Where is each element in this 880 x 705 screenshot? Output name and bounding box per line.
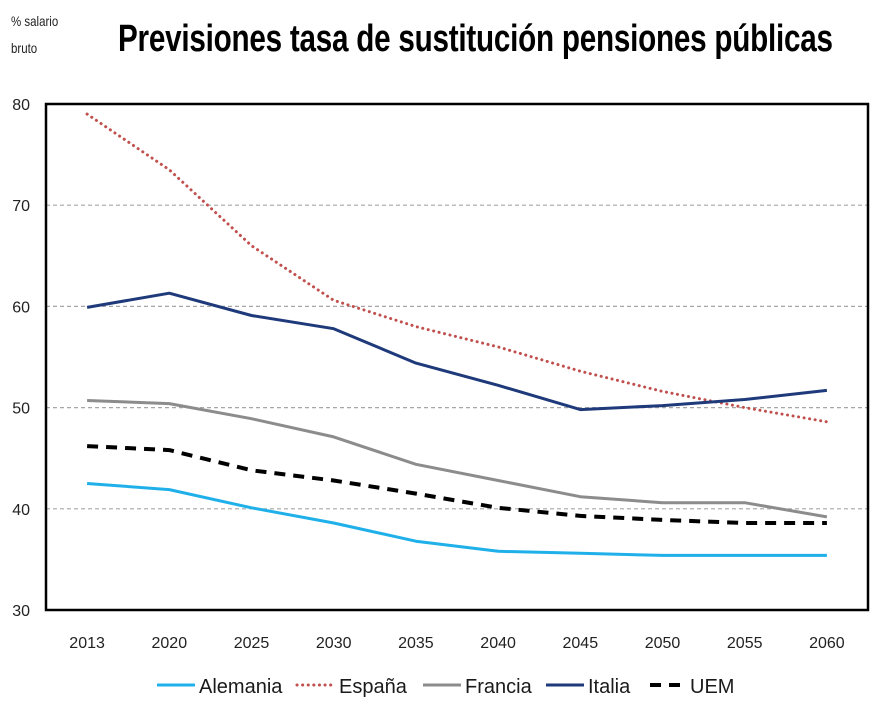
series-line-italia: [86, 291, 828, 412]
gridlines: [46, 204, 868, 510]
x-tick-label: 2060: [809, 635, 845, 652]
series-lines: [85, 112, 829, 557]
x-tick-label: 2055: [727, 635, 763, 652]
legend-label: Alemania: [199, 676, 283, 698]
y-tick-label: 60: [12, 299, 30, 316]
series-line-alemania: [86, 482, 827, 557]
y-axis-ticks: 30 40 50 60 70 80: [12, 97, 30, 620]
legend-label: Francia: [465, 676, 533, 698]
legend-label: UEM: [690, 676, 734, 698]
x-tick-label: 2040: [480, 635, 516, 652]
legend-item-espana: España: [295, 676, 408, 698]
x-tick-label: 2045: [563, 635, 599, 652]
plot-area-frame: [44, 102, 870, 612]
x-tick-label: 2050: [645, 635, 681, 652]
legend-item-uem: UEM: [650, 676, 734, 698]
y-tick-label: 70: [12, 198, 30, 215]
y-tick-label: 50: [12, 401, 30, 418]
legend-item-alemania: Alemania: [157, 676, 283, 698]
x-tick-label: 2035: [398, 635, 434, 652]
y-tick-label: 80: [12, 97, 30, 114]
series-line-uem: [87, 444, 827, 525]
legend-item-italia: Italia: [546, 676, 631, 698]
y-tick-label: 30: [12, 603, 30, 620]
y-axis-unit-line-1: % salario: [11, 13, 59, 29]
legend: Alemania España Francia Italia UEM: [157, 676, 734, 698]
x-axis-ticks: 2013 2020 2025 2030 2035 2040 2045 2050 2055 2060: [69, 635, 844, 652]
legend-label: España: [339, 676, 408, 698]
x-tick-label: 2025: [234, 635, 270, 652]
y-tick-label: 40: [12, 502, 30, 519]
series-line-espana: [85, 112, 829, 424]
chart-title: Previsiones tasa de sustitución pensione…: [118, 18, 833, 60]
x-tick-label: 2020: [152, 635, 188, 652]
x-tick-label: 2013: [69, 635, 105, 652]
legend-item-francia: Francia: [423, 676, 533, 698]
series-line-francia: [87, 399, 828, 519]
x-tick-label: 2030: [316, 635, 352, 652]
y-axis-unit-label: % salario bruto: [11, 8, 58, 62]
y-axis-unit-line-2: bruto: [11, 40, 38, 56]
legend-label: Italia: [588, 676, 631, 698]
